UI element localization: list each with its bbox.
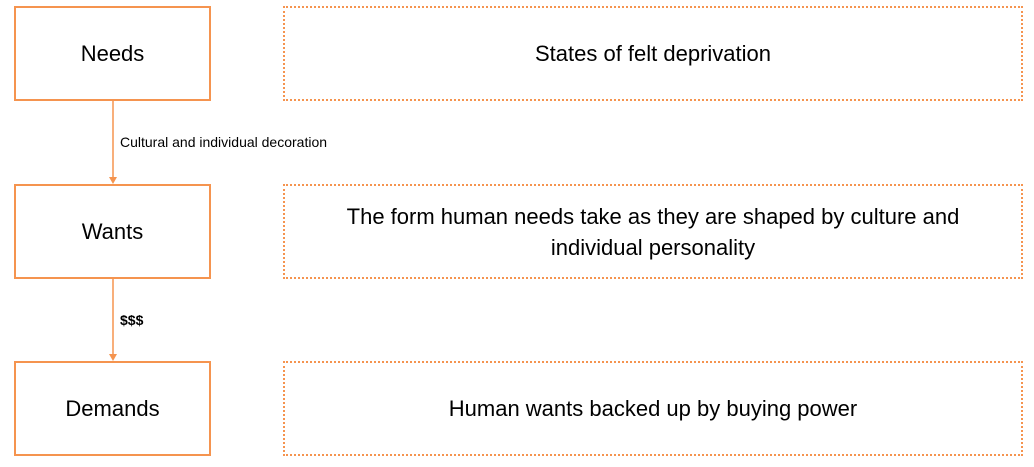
term-label: Needs <box>80 40 145 66</box>
edge-label-wants-demands: $$$ <box>120 312 144 328</box>
definition-box-wants: The form human needs take as they are sh… <box>283 184 1023 279</box>
term-box-demands: Demands <box>14 361 211 456</box>
term-box-needs: Needs <box>14 6 211 101</box>
term-label: Demands <box>65 395 160 421</box>
term-box-wants: Wants <box>14 184 211 279</box>
definition-text: States of felt deprivation <box>534 41 772 66</box>
arrowhead-icon <box>109 177 117 184</box>
edge-label-needs-wants: Cultural and individual decoration <box>120 134 328 150</box>
definition-box-needs: States of felt deprivation <box>283 6 1023 101</box>
arrowhead-icon <box>109 354 117 361</box>
definition-text: The form human needs take as they are sh… <box>346 203 960 260</box>
term-label: Wants <box>81 218 144 244</box>
definition-text: Human wants backed up by buying power <box>448 396 858 421</box>
definition-box-demands: Human wants backed up by buying power <box>283 361 1023 456</box>
